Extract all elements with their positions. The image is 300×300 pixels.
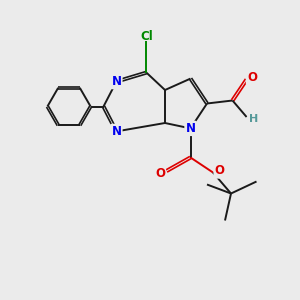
Text: N: N (111, 125, 122, 138)
Text: H: H (249, 113, 258, 124)
Text: O: O (214, 164, 225, 178)
Text: N: N (185, 122, 196, 135)
Text: Cl: Cl (140, 29, 153, 43)
Text: O: O (247, 70, 257, 84)
Text: N: N (111, 75, 122, 88)
Text: O: O (155, 167, 165, 180)
